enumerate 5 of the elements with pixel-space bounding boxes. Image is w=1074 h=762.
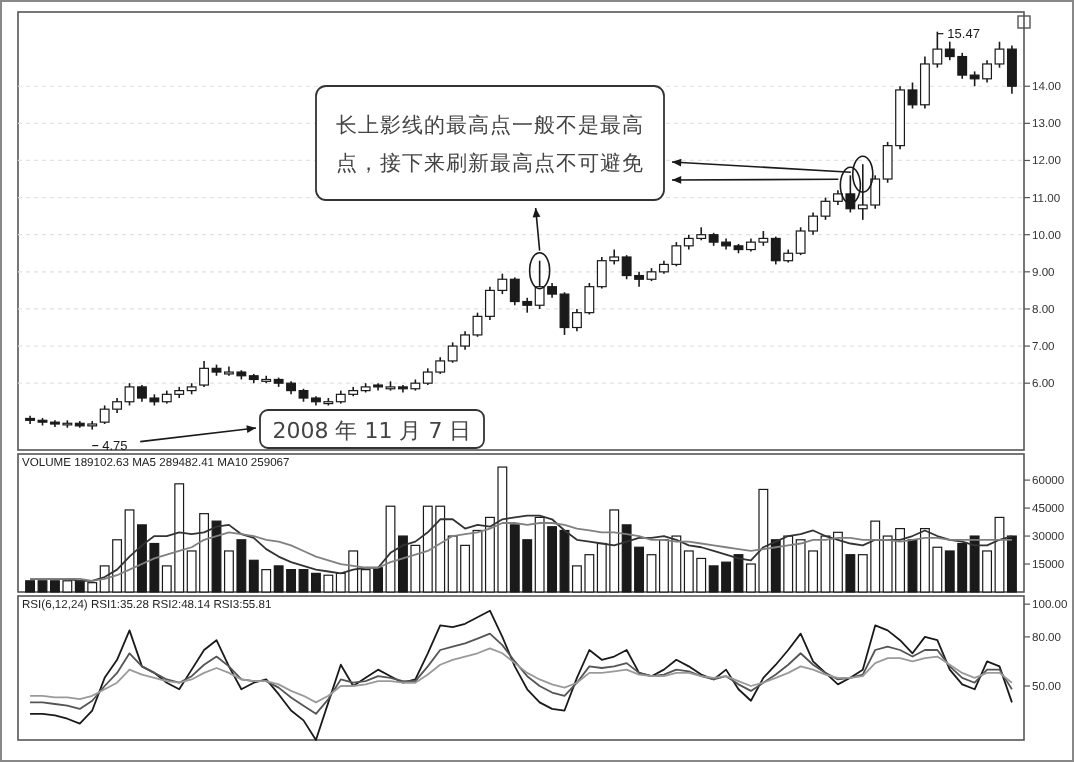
line-series <box>29 609 1013 741</box>
line-series <box>29 647 1013 704</box>
annotation: 长上影线的最高点一般不是最高点，接下来刷新最高点不可避免 <box>336 112 644 176</box>
annotation: 2008 年 11 月 7 日 <box>272 418 472 444</box>
line-series <box>29 632 1013 715</box>
